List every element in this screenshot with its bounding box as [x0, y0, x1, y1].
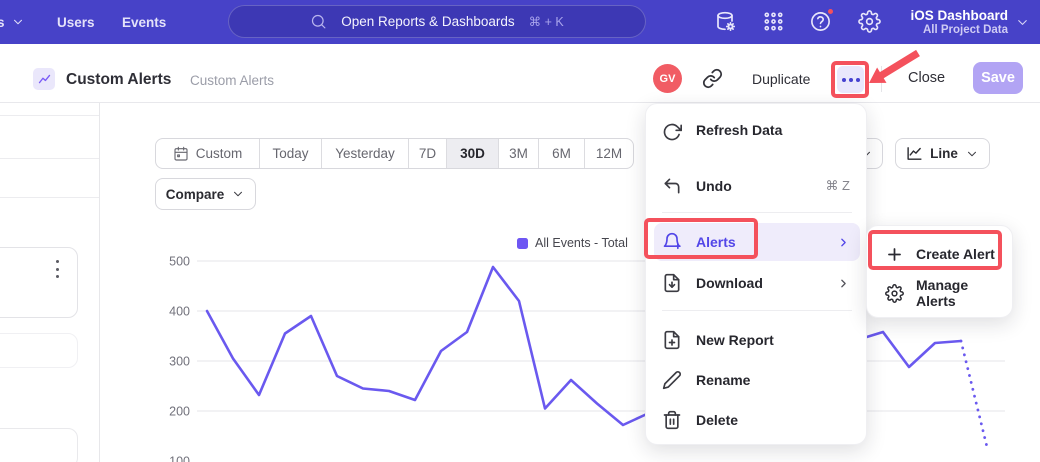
file-plus-icon	[662, 330, 682, 350]
submenu-item-manage-alerts[interactable]: Manage Alerts	[873, 274, 1008, 312]
left-panel-card[interactable]	[0, 428, 78, 462]
nav-item-events[interactable]: Events	[122, 0, 166, 44]
settings-gear-icon[interactable]	[858, 10, 882, 34]
left-panel-card[interactable]	[0, 333, 78, 368]
compare-button[interactable]: Compare	[155, 178, 256, 210]
more-options-button[interactable]	[837, 66, 864, 93]
project-name: iOS Dashboard	[910, 8, 1008, 24]
apps-grid-icon[interactable]	[762, 10, 786, 34]
nav-item-users[interactable]: Users	[57, 0, 95, 44]
y-axis-tick-label: 100	[169, 455, 190, 462]
legend-label: All Events - Total	[535, 236, 628, 250]
menu-item-download[interactable]: Download	[654, 264, 860, 302]
data-management-icon[interactable]	[714, 10, 738, 34]
alerts-submenu: Create Alert Manage Alerts	[866, 225, 1013, 318]
search-icon	[310, 13, 327, 30]
menu-item-rename[interactable]: Rename	[654, 361, 860, 399]
report-options-menu: Refresh Data Data from 1 min ago Undo ⌘ …	[645, 103, 867, 445]
range-today[interactable]: Today	[259, 139, 321, 168]
duplicate-button[interactable]: Duplicate	[752, 71, 810, 87]
range-custom[interactable]: Custom	[156, 139, 259, 168]
chevron-down-icon	[231, 187, 245, 201]
chevron-right-icon	[837, 236, 850, 249]
notification-dot	[826, 7, 835, 16]
line-chart-icon	[906, 145, 923, 162]
save-button[interactable]: Save	[973, 62, 1023, 94]
gear-icon	[885, 284, 904, 303]
range-12m[interactable]: 12M	[584, 139, 633, 168]
y-axis-tick-label: 500	[169, 255, 190, 269]
app-root: s Users Events Open Reports & Dashboards…	[0, 0, 1040, 462]
chart-line-dotted-incomplete	[961, 341, 987, 447]
left-panel-row-divider	[0, 197, 99, 198]
search-shortcut: ⌘ + K	[529, 14, 564, 29]
left-panel-divider	[99, 103, 100, 462]
help-icon[interactable]	[809, 10, 833, 34]
page-title: Custom Alerts	[66, 71, 171, 89]
left-panel-row-divider	[0, 158, 99, 159]
y-axis-tick-label: 400	[169, 305, 190, 319]
top-nav: s Users Events Open Reports & Dashboards…	[0, 0, 1040, 44]
y-axis-tick-label: 200	[169, 405, 190, 419]
chart-legend[interactable]: All Events - Total	[517, 236, 628, 250]
project-scope: All Project Data	[923, 24, 1008, 37]
menu-item-undo[interactable]: Undo ⌘ Z	[654, 167, 860, 205]
menu-divider	[662, 310, 852, 311]
range-6m[interactable]: 6M	[538, 139, 584, 168]
copy-link-icon[interactable]	[702, 68, 723, 89]
project-chevron-down-icon	[1015, 15, 1030, 30]
close-button[interactable]: Close	[908, 70, 945, 86]
range-7d[interactable]: 7D	[408, 139, 446, 168]
file-download-icon	[662, 273, 682, 293]
range-30d-selected[interactable]: 30D	[446, 139, 498, 168]
range-3m[interactable]: 3M	[498, 139, 538, 168]
search-placeholder: Open Reports & Dashboards	[341, 14, 514, 29]
pencil-icon	[662, 370, 682, 390]
report-type-icon	[33, 68, 55, 90]
date-range-control: Custom Today Yesterday 7D 30D 3M 6M 12M	[155, 138, 634, 169]
trash-icon	[662, 410, 682, 430]
chart-type-button[interactable]: Line	[895, 138, 990, 169]
menu-item-new-report[interactable]: New Report	[654, 321, 860, 359]
menu-divider	[662, 212, 852, 213]
undo-icon	[662, 176, 682, 196]
search-input[interactable]: Open Reports & Dashboards ⌘ + K	[228, 5, 646, 38]
nav-overflow-item[interactable]: s	[0, 0, 25, 44]
menu-item-alerts[interactable]: Alerts	[654, 223, 860, 261]
calendar-icon	[173, 146, 189, 162]
menu-item-refresh-data[interactable]: Refresh Data	[654, 116, 860, 162]
project-switcher[interactable]: iOS Dashboard All Project Data	[910, 0, 1008, 44]
range-yesterday[interactable]: Yesterday	[321, 139, 408, 168]
chevron-right-icon	[837, 277, 850, 290]
left-panel-row-divider	[0, 115, 99, 116]
card-kebab-menu-icon[interactable]	[52, 260, 62, 278]
nav-overflow-label: s	[0, 15, 5, 30]
bell-plus-icon	[662, 232, 682, 252]
menu-item-delete[interactable]: Delete	[654, 401, 860, 439]
legend-swatch	[517, 238, 528, 249]
chevron-down-icon	[11, 15, 25, 29]
left-panel-card[interactable]	[0, 247, 78, 318]
breadcrumb: Custom Alerts	[190, 73, 274, 88]
y-axis-tick-label: 300	[169, 355, 190, 369]
header-divider	[881, 66, 882, 92]
plus-icon	[885, 245, 904, 264]
avatar[interactable]: GV	[653, 64, 682, 93]
submenu-item-create-alert[interactable]: Create Alert	[873, 235, 1008, 273]
undo-shortcut: ⌘ Z	[825, 178, 850, 194]
chevron-down-icon	[965, 147, 979, 161]
refresh-icon	[662, 122, 682, 142]
